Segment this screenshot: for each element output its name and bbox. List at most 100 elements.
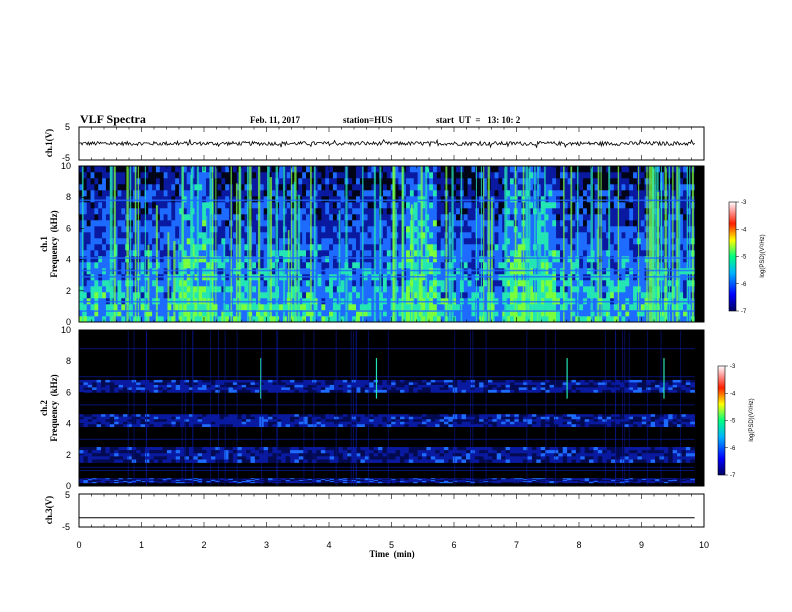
spectrogram-cell bbox=[556, 310, 561, 317]
spectrogram-cell bbox=[79, 178, 84, 185]
colorbar-ch1-label: log(PSD)(V²/Hz) bbox=[760, 234, 766, 277]
spectrogram-cell bbox=[92, 479, 97, 481]
spectrogram-cell bbox=[640, 184, 645, 191]
spectrogram-cell bbox=[221, 184, 226, 191]
spectrogram-cell bbox=[159, 286, 164, 293]
spectrogram-cell bbox=[332, 280, 338, 287]
spectrogram-cell bbox=[494, 238, 499, 245]
spectrogram-cell bbox=[621, 244, 626, 251]
spectrogram-cell bbox=[425, 172, 430, 179]
spectrogram-cell bbox=[679, 292, 684, 299]
spectrogram-cell bbox=[316, 481, 322, 484]
spectrogram-cell bbox=[398, 250, 403, 257]
spectrogram-cell bbox=[671, 208, 676, 215]
spectrogram-cell bbox=[159, 292, 164, 299]
spectrogram-cell bbox=[215, 481, 221, 483]
spectrogram-cell bbox=[617, 256, 622, 263]
spectrogram-cell bbox=[625, 214, 630, 221]
spectrogram-cell bbox=[340, 208, 345, 215]
spectrogram-cell bbox=[205, 262, 211, 269]
spectrogram-cell bbox=[609, 304, 615, 311]
spectrogram-cell bbox=[494, 190, 499, 197]
spectrogram-cell bbox=[182, 220, 188, 227]
spectrogram-cell bbox=[544, 184, 549, 191]
spectrogram-cell bbox=[285, 481, 291, 483]
spectrogram-cell bbox=[452, 250, 457, 257]
spectrogram-cell bbox=[625, 166, 630, 173]
spectrogram-cell bbox=[679, 172, 684, 179]
spectrogram-cell bbox=[94, 316, 99, 323]
spectrogram-cell bbox=[506, 250, 511, 257]
spectrogram-cell bbox=[121, 172, 126, 179]
spectrogram-cell bbox=[617, 178, 622, 185]
spectrogram-cell bbox=[548, 220, 553, 227]
spectrogram-cell bbox=[79, 184, 84, 191]
spectrogram-cell bbox=[186, 220, 191, 227]
spectrogram-cell bbox=[398, 196, 403, 203]
spectrogram-cell bbox=[559, 280, 565, 287]
spectrogram-cell bbox=[456, 172, 461, 179]
spectrogram-cell bbox=[432, 256, 438, 263]
spectrogram-cell bbox=[298, 202, 303, 209]
spectrogram-cell bbox=[329, 178, 334, 185]
sferic-streak bbox=[689, 166, 691, 322]
spectrogram-cell bbox=[329, 304, 334, 311]
spectrogram-cell bbox=[583, 172, 588, 179]
spectrogram-cell bbox=[259, 166, 264, 173]
spectrogram-cell bbox=[540, 256, 545, 263]
spectrogram-cell bbox=[321, 184, 326, 191]
sferic-streak bbox=[504, 166, 506, 322]
spectrogram-cell bbox=[215, 480, 221, 482]
spectrogram-cell bbox=[105, 226, 111, 233]
spectrogram-cell bbox=[144, 304, 149, 311]
spectrogram-cell bbox=[474, 481, 480, 483]
spectrogram-cell bbox=[506, 214, 511, 221]
spectrogram-cell bbox=[398, 280, 403, 287]
spectrogram-cell bbox=[509, 256, 515, 263]
spectrogram-cell bbox=[421, 220, 426, 227]
spectrogram-cell bbox=[404, 481, 410, 484]
spectrogram-cell bbox=[244, 238, 249, 245]
spectrogram-cell bbox=[329, 208, 334, 215]
spectrogram-cell bbox=[467, 226, 472, 233]
spectrogram-cell bbox=[583, 280, 588, 287]
spectrogram-cell bbox=[363, 292, 368, 299]
spectrogram-cell bbox=[281, 481, 286, 483]
spectrogram-cell bbox=[317, 172, 322, 179]
spectrogram-cell bbox=[167, 304, 172, 311]
spectrogram-cell bbox=[621, 196, 626, 203]
spectrogram-cell bbox=[306, 196, 311, 203]
sferic-streak bbox=[137, 166, 139, 322]
spectrogram-cell bbox=[329, 481, 335, 483]
sferic-streak bbox=[110, 166, 113, 322]
spectrogram-cell bbox=[360, 479, 366, 481]
spectrogram-cell bbox=[352, 286, 357, 293]
spectrogram-cell bbox=[679, 232, 684, 239]
spectrogram-cell bbox=[544, 208, 549, 215]
spectrogram-cell bbox=[671, 244, 676, 251]
spectrogram-cell bbox=[375, 256, 380, 263]
spectrogram-cell bbox=[194, 244, 199, 251]
spectrogram-cell bbox=[259, 220, 264, 227]
spectrogram-cell bbox=[490, 184, 495, 191]
spectrogram-cell bbox=[271, 292, 276, 299]
spectrogram-cell bbox=[559, 178, 565, 185]
spectrogram-cell bbox=[373, 478, 379, 480]
spectrogram-cell bbox=[202, 184, 207, 191]
spectrogram-cell bbox=[155, 286, 161, 293]
station-label: station=HUS bbox=[343, 115, 393, 125]
spectrogram-cell bbox=[244, 184, 249, 191]
spectrogram-cell bbox=[356, 232, 361, 239]
spectrogram-cell bbox=[391, 479, 396, 481]
spectrogram-cell bbox=[302, 292, 307, 299]
spectrogram-cell bbox=[621, 178, 626, 185]
spectrogram-cell bbox=[394, 178, 399, 185]
spectrogram-cell bbox=[159, 196, 164, 203]
spectrogram-cell bbox=[144, 292, 149, 299]
spectrogram-cell bbox=[109, 480, 115, 482]
spectrogram-cell bbox=[443, 481, 449, 483]
spectrogram-cell bbox=[329, 478, 335, 480]
spectrogram-cell bbox=[494, 292, 499, 299]
